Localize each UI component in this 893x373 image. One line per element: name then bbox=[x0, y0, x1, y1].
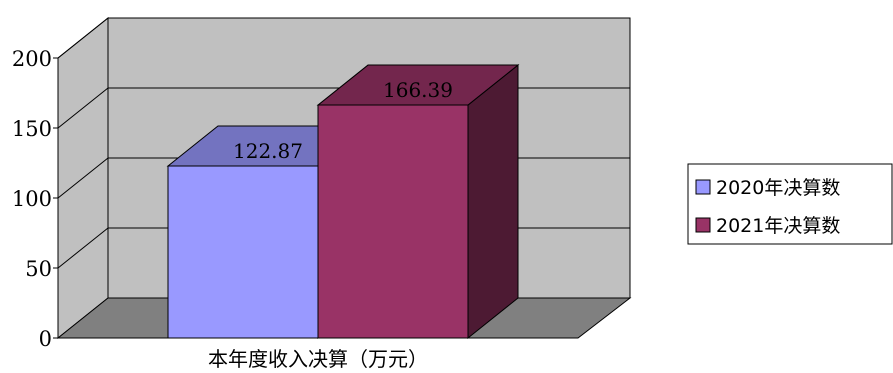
bar-top-2 bbox=[316, 64, 520, 106]
gridline-side bbox=[57, 87, 109, 129]
data-labels: 122.87 166.39 bbox=[233, 78, 453, 163]
bar-front-2 bbox=[317, 104, 469, 339]
y-tick-label: 100 bbox=[12, 187, 52, 211]
legend-swatch-2020 bbox=[695, 179, 711, 195]
gridline-side bbox=[57, 157, 109, 199]
legend-box bbox=[687, 163, 893, 245]
legend-label-2020: 2020年决算数 bbox=[716, 177, 840, 199]
bar-side-2 bbox=[467, 64, 519, 340]
y-tick-label: 50 bbox=[25, 257, 52, 281]
x-category-label: 本年度收入决算（万元） bbox=[208, 347, 428, 371]
legend-label-2021: 2021年决算数 bbox=[716, 215, 840, 237]
y-tick-label: 0 bbox=[39, 327, 52, 351]
legend: 2020年决算数 2021年决算数 bbox=[687, 163, 893, 245]
y-tick-label: 200 bbox=[12, 47, 52, 71]
bar-front-1 bbox=[167, 165, 319, 339]
gridline-side bbox=[57, 227, 109, 269]
data-label-2: 166.39 bbox=[383, 78, 453, 102]
data-label-1: 122.87 bbox=[233, 139, 303, 163]
y-tick-label: 150 bbox=[12, 117, 52, 141]
gridline-side bbox=[57, 17, 109, 59]
bars bbox=[166, 64, 520, 340]
y-axis: 0 50 100 150 200 bbox=[12, 47, 58, 351]
legend-swatch-2021 bbox=[695, 217, 711, 233]
